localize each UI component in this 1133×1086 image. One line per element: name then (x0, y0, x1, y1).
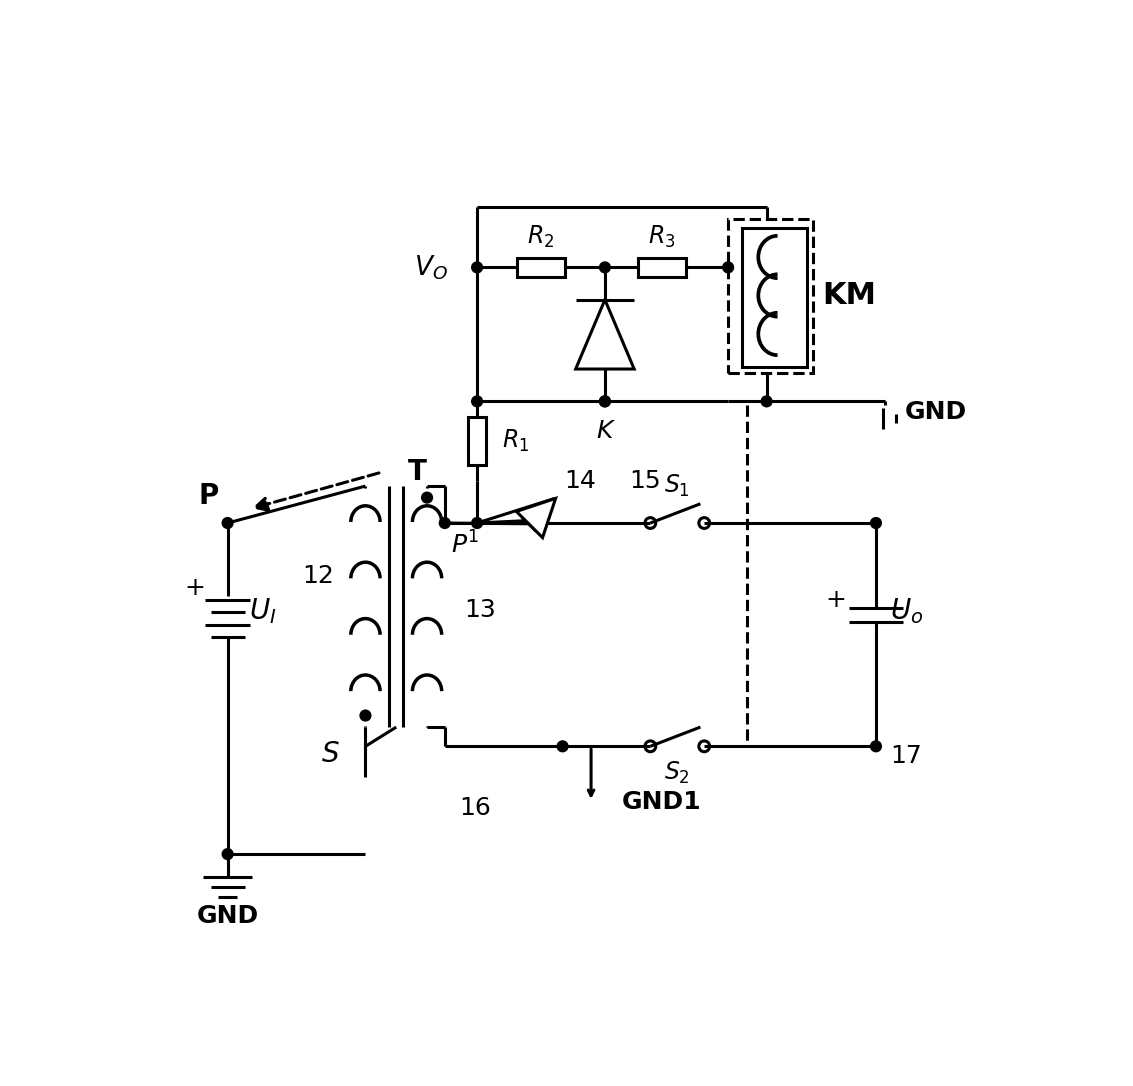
Circle shape (222, 849, 233, 859)
Text: $S_2$: $S_2$ (664, 760, 690, 786)
Circle shape (421, 492, 433, 503)
Circle shape (723, 262, 733, 273)
Circle shape (870, 741, 881, 752)
Circle shape (471, 518, 483, 529)
Circle shape (222, 518, 233, 529)
Circle shape (761, 396, 772, 407)
Text: 12: 12 (301, 565, 333, 589)
Text: KM: KM (823, 281, 876, 311)
Text: $V_O$: $V_O$ (414, 253, 448, 281)
Text: $S$: $S$ (322, 740, 340, 768)
Text: +: + (826, 588, 846, 613)
Text: 15: 15 (630, 469, 662, 493)
Text: $R_3$: $R_3$ (648, 224, 675, 250)
Text: T: T (408, 458, 427, 487)
Bar (742, 228, 807, 367)
Text: K: K (597, 418, 613, 443)
Text: $S_1$: $S_1$ (664, 473, 690, 500)
Circle shape (599, 396, 611, 407)
Text: GND: GND (904, 400, 966, 425)
Text: 13: 13 (465, 598, 496, 622)
Polygon shape (517, 498, 555, 538)
Circle shape (599, 396, 611, 407)
Bar (517, 258, 565, 277)
Text: 17: 17 (889, 744, 921, 768)
Text: $P^1$: $P^1$ (451, 531, 479, 558)
Text: $U_o$: $U_o$ (889, 596, 923, 627)
Circle shape (360, 710, 370, 721)
Bar (729, 219, 812, 372)
Text: 16: 16 (460, 796, 492, 820)
Bar (468, 417, 486, 465)
Circle shape (440, 518, 450, 529)
Text: P: P (198, 482, 219, 510)
Circle shape (599, 262, 611, 273)
Text: $R_1$: $R_1$ (502, 428, 529, 454)
Bar (638, 258, 685, 277)
Text: $R_2$: $R_2$ (527, 224, 555, 250)
Text: +: + (185, 577, 206, 601)
Text: 14: 14 (564, 469, 596, 493)
Circle shape (471, 396, 483, 407)
Text: GND: GND (196, 904, 258, 927)
Circle shape (471, 262, 483, 273)
Text: $U_I$: $U_I$ (249, 596, 276, 627)
Circle shape (870, 518, 881, 529)
Circle shape (557, 741, 568, 752)
Polygon shape (576, 300, 634, 369)
Text: GND1: GND1 (622, 790, 701, 813)
